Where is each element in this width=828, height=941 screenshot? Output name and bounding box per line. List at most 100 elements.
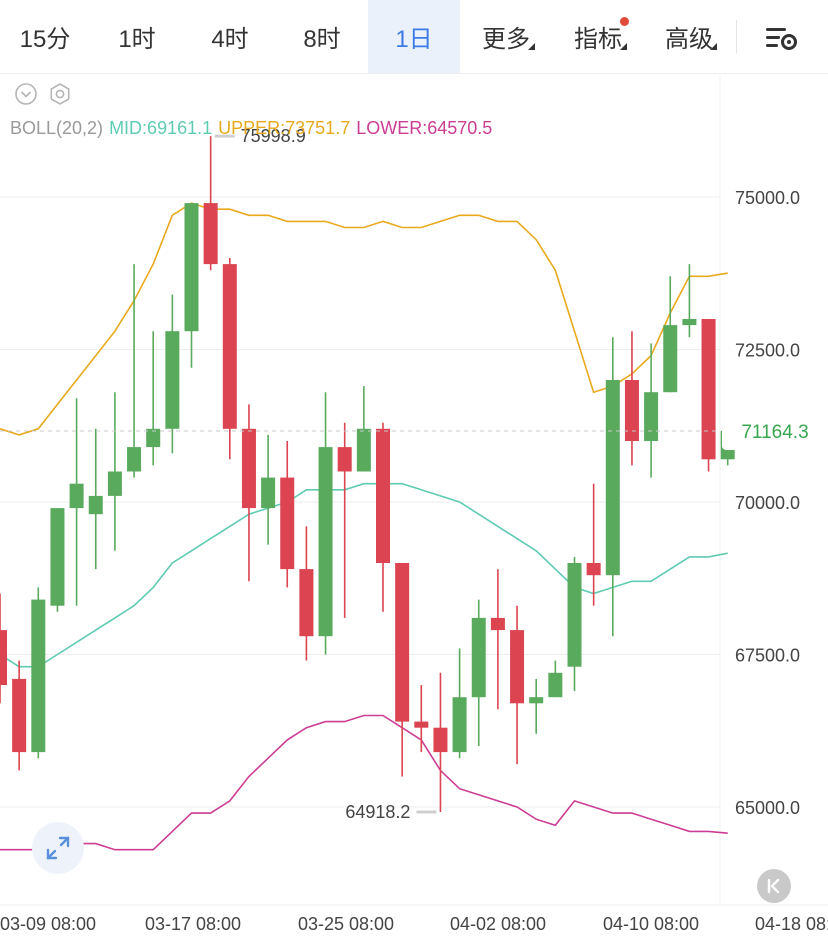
notification-dot-icon (620, 17, 629, 26)
candle-body (299, 569, 314, 637)
candle (12, 660, 27, 771)
legend-mid: MID:69161.1 (109, 118, 213, 138)
min-price-label: 64918.2 (345, 802, 410, 822)
candle (222, 258, 237, 460)
time-axis: 03-09 08:00 03-17 08:00 03-25 08:00 04-02 0… (0, 914, 828, 934)
candle (127, 264, 142, 478)
candle (165, 294, 180, 454)
y-tick-label: 72500.0 (735, 341, 800, 361)
x-tick-label: 03-25 08:00 (298, 914, 394, 934)
candle (318, 392, 333, 655)
candle (605, 337, 620, 637)
candle (31, 587, 46, 759)
candle (0, 593, 7, 704)
tab-label: 1日 (395, 26, 433, 53)
x-tick-label: 03-17 08:00 (145, 914, 241, 934)
candle (682, 264, 697, 338)
tab-label: 指标 (574, 26, 622, 53)
settings-icon[interactable] (48, 82, 72, 106)
candle-body (50, 508, 65, 606)
fullscreen-button[interactable] (32, 822, 84, 874)
candlestick-chart[interactable]: 75000.0 72500.0 70000.0 67500.0 65000.0 03-0… (0, 74, 828, 941)
candle-body (548, 672, 563, 698)
candle (510, 605, 525, 765)
dropdown-caret-icon (528, 43, 535, 50)
tab-1h[interactable]: 1时 (90, 0, 184, 73)
candle-body (69, 483, 84, 509)
candle (241, 404, 256, 582)
tab-advanced[interactable]: 高级 (644, 0, 734, 73)
extreme-markers: 71164.3 75998.9 64918.2 (0, 126, 826, 822)
candle (184, 203, 199, 368)
tab-15m[interactable]: 15分 (0, 0, 90, 73)
y-tick-label: 70000.0 (735, 493, 800, 513)
y-tick-label: 65000.0 (735, 798, 800, 818)
candle-body (280, 477, 295, 570)
candle-body (165, 331, 180, 429)
candle-body (624, 380, 639, 441)
candle (395, 563, 410, 777)
candle (644, 343, 659, 478)
tab-4h[interactable]: 4时 (184, 0, 276, 73)
candle-body (0, 630, 7, 685)
candle-body (107, 471, 122, 496)
candle (376, 422, 390, 612)
chart-settings-icon[interactable] (760, 22, 800, 54)
tab-label: 15分 (19, 26, 71, 53)
candle-body (127, 447, 142, 472)
candle (452, 648, 467, 759)
candle (69, 398, 84, 606)
candle-body (222, 264, 237, 429)
boll-lower-layer (0, 714, 728, 851)
candle (261, 434, 276, 545)
candle (107, 392, 122, 551)
candle (586, 483, 601, 606)
candle (146, 331, 161, 466)
candle-body (414, 721, 429, 728)
boll-legend: BOLL(20,2) MID:69161.1 UPPER:73751.7 LOWER:… (10, 118, 498, 139)
candle-body (471, 617, 486, 698)
candle-body (203, 203, 218, 265)
candle (624, 331, 639, 466)
boll-mid-layer (0, 482, 728, 668)
chart-grid (0, 74, 828, 906)
candle (433, 672, 448, 812)
x-tick-label: 04-10 08:00 (603, 914, 699, 934)
tab-label: 更多 (482, 26, 530, 53)
candle (299, 526, 314, 661)
y-tick-label: 67500.0 (735, 646, 800, 666)
tab-1d[interactable]: 1日 (368, 0, 460, 73)
candle (50, 508, 65, 612)
back-to-latest-button[interactable] (757, 869, 791, 903)
candle-body (510, 630, 525, 704)
max-price-label: 75998.9 (241, 126, 306, 146)
tab-more[interactable]: 更多 (460, 0, 552, 73)
candle-body (356, 428, 371, 472)
candle-body (663, 325, 678, 393)
candles-layer (0, 136, 735, 812)
candle (471, 599, 486, 746)
candle-body (376, 428, 390, 563)
candle-body (529, 697, 544, 704)
tab-indicators[interactable]: 指标 (552, 0, 644, 73)
candle-body (605, 380, 620, 576)
legend-upper: UPPER:73751.7 (218, 118, 351, 138)
candle-body (146, 428, 161, 448)
candle-body (567, 563, 582, 667)
boll-lower-line (0, 714, 728, 851)
candle-body (490, 617, 505, 631)
candle (356, 386, 371, 472)
candle-body (682, 319, 697, 326)
y-tick-label: 75000.0 (735, 188, 800, 208)
collapse-icon[interactable] (14, 82, 38, 106)
tab-8h[interactable]: 8时 (276, 0, 368, 73)
candle-body (395, 563, 410, 722)
candle-body (644, 392, 659, 441)
timeframe-toolbar: 15分 1时 4时 8时 1日 更多 指标 高级 (0, 0, 828, 74)
x-tick-label: 04-18 08:00 (755, 914, 828, 934)
candle-body (88, 495, 103, 515)
candle-body (318, 447, 333, 637)
candle (567, 556, 582, 692)
candle-body (586, 563, 601, 576)
dropdown-caret-icon (620, 43, 627, 50)
